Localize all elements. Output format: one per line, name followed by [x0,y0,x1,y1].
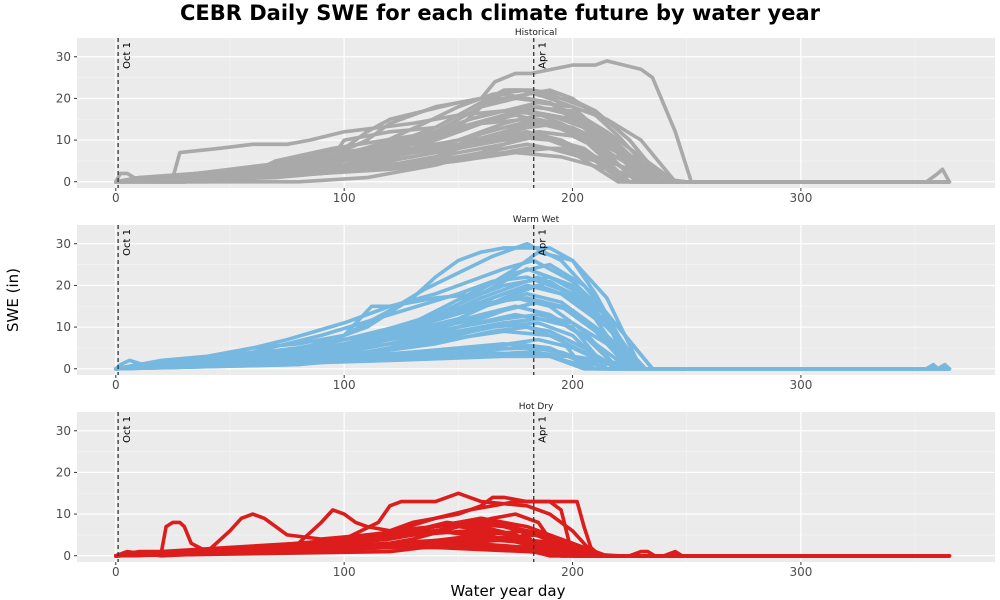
panel-label: Hot Dry [519,402,554,412]
series-line [114,275,952,371]
x-tick-label: 200 [561,191,584,205]
y-tick-label: 20 [56,91,71,105]
y-tick-label: 20 [56,278,71,292]
panel-historical: 0 100 200 300 0 10 20 30 Historical Oct 1 Apr 1 [56,28,995,205]
x-tick-label: 200 [561,565,584,579]
y-tick-label: 30 [56,50,71,64]
x-tick-label: 0 [112,565,120,579]
x-tick-label: 100 [333,191,356,205]
y-tick-label: 0 [63,175,71,189]
x-tick-label: 0 [112,378,120,392]
x-tick-label: 200 [561,378,584,392]
panel-label: Warm Wet [513,215,560,225]
vline-label: Oct 1 [122,416,133,443]
series-line [114,296,952,371]
series-line [114,105,952,184]
series-line [114,545,952,558]
y-tick-label: 0 [63,549,71,563]
vline-label: Apr 1 [538,42,549,69]
vline-label: Oct 1 [122,42,133,69]
vline-label: Apr 1 [538,229,549,256]
x-axis-title: Water year day [451,582,566,600]
y-tick-label: 10 [56,507,71,521]
panel-warm-wet: 0 100 200 300 0 10 20 30 Warm Wet Oct 1 Apr 1 [56,215,995,392]
x-tick-label: 100 [333,565,356,579]
y-tick-label: 30 [56,237,71,251]
y-tick-label: 0 [63,362,71,376]
vline-label: Apr 1 [538,416,549,443]
vline-label: Oct 1 [122,229,133,256]
series-line [114,134,952,184]
panel-label: Historical [515,28,557,38]
y-tick-label: 20 [56,465,71,479]
y-tick-label: 30 [56,424,71,438]
x-tick-label: 100 [333,378,356,392]
x-tick-label: 300 [789,191,812,205]
series-line [114,59,952,184]
chart-title: CEBR Daily SWE for each climate future b… [179,1,821,25]
y-tick-label: 10 [56,320,71,334]
x-tick-label: 0 [112,191,120,205]
series-line [114,342,952,371]
x-tick-label: 300 [789,378,812,392]
series-line [114,354,952,371]
x-tick-label: 300 [789,565,812,579]
y-tick-label: 10 [56,133,71,147]
panel-hot-dry: 0 100 200 300 0 10 20 30 Hot Dry Oct 1 Apr 1 [56,402,995,579]
y-axis-title: SWE (in) [4,268,22,332]
